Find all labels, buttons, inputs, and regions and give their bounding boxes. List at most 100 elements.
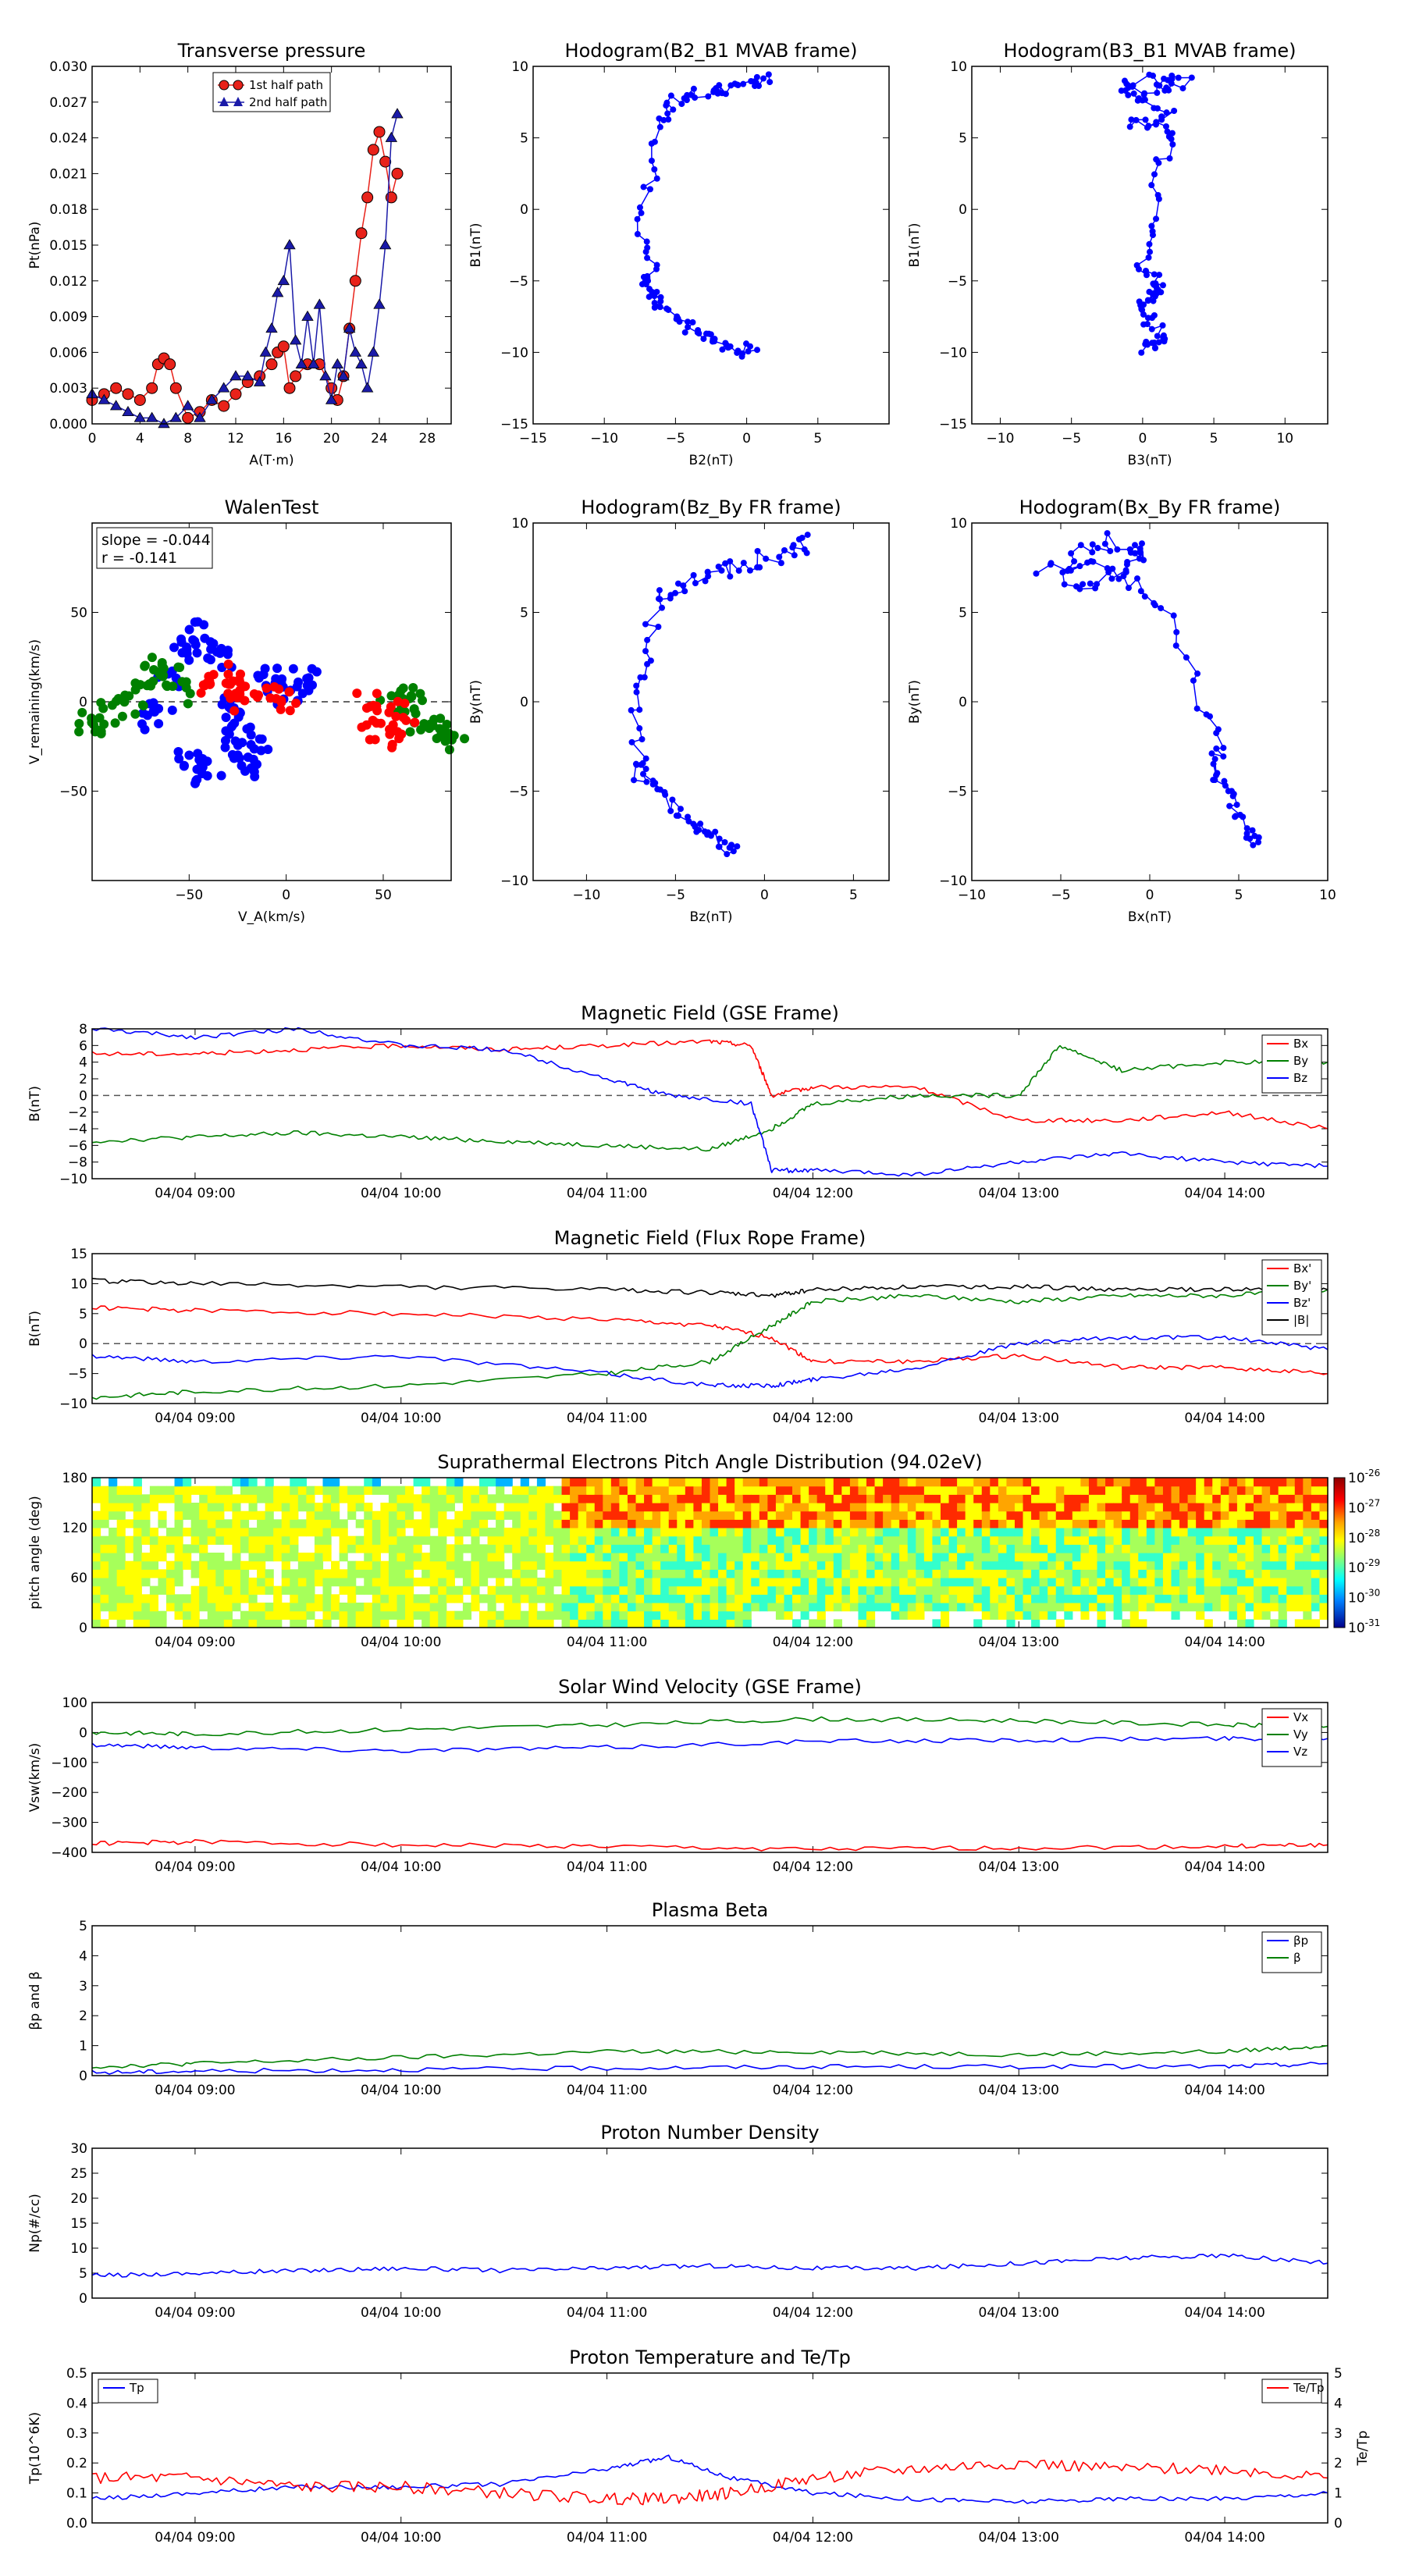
pad-cell bbox=[372, 1603, 381, 1612]
hodo_bzby-point bbox=[801, 546, 808, 553]
pad-cell bbox=[215, 1585, 225, 1595]
pad-cell bbox=[331, 1578, 340, 1587]
pad-cell bbox=[635, 1494, 645, 1503]
pad-cell bbox=[883, 1544, 892, 1553]
pad-cell bbox=[487, 1478, 496, 1487]
pad-cell bbox=[981, 1519, 991, 1528]
walen-point-2 bbox=[365, 735, 375, 745]
pad-cell bbox=[891, 1560, 900, 1570]
pad-cell bbox=[446, 1503, 455, 1512]
pad-cell bbox=[290, 1510, 299, 1520]
pad-cell bbox=[322, 1503, 332, 1512]
pad-cell bbox=[479, 1560, 489, 1570]
pad-cell bbox=[1113, 1610, 1122, 1620]
pad-cell bbox=[479, 1519, 489, 1528]
pad-cell bbox=[487, 1535, 496, 1545]
pad-cell bbox=[322, 1485, 332, 1495]
pad-cell bbox=[594, 1544, 603, 1553]
pad-cell bbox=[816, 1528, 826, 1537]
hodo_bxby-point bbox=[1210, 760, 1217, 767]
pad-cell bbox=[92, 1553, 101, 1562]
vsw-xtick-label: 04/04 13:00 bbox=[979, 1859, 1059, 1875]
pad-cell bbox=[685, 1585, 694, 1595]
pad-cell bbox=[710, 1478, 719, 1487]
pad-cell bbox=[957, 1560, 966, 1570]
pad-cell bbox=[957, 1510, 966, 1520]
pad-cell bbox=[454, 1569, 464, 1578]
pad-cell bbox=[1303, 1619, 1312, 1628]
pad-cell bbox=[685, 1553, 694, 1562]
pad-cell bbox=[1303, 1553, 1312, 1562]
hodo_bxby-point bbox=[1247, 835, 1254, 842]
pad-cell bbox=[232, 1494, 241, 1503]
pad-cell bbox=[223, 1610, 233, 1620]
pad-cell bbox=[735, 1478, 744, 1487]
pt-point-0 bbox=[265, 358, 278, 371]
pt-point-0 bbox=[110, 382, 123, 394]
pad-cell bbox=[981, 1494, 991, 1503]
pad-cell bbox=[397, 1494, 406, 1503]
pad-cell bbox=[998, 1535, 1008, 1545]
pad-cell bbox=[710, 1544, 719, 1553]
pt-xtick-label: 24 bbox=[371, 431, 388, 447]
pad-cell bbox=[891, 1528, 900, 1537]
pad-cell bbox=[619, 1585, 628, 1595]
hodo_bzby-point bbox=[777, 560, 784, 567]
pad-cell bbox=[174, 1478, 183, 1487]
pad-cell bbox=[496, 1578, 505, 1587]
pad-cell bbox=[685, 1485, 694, 1495]
vsw-plot-frame bbox=[91, 1702, 1329, 1853]
pad-cell bbox=[174, 1560, 183, 1570]
pad-cell bbox=[735, 1553, 744, 1562]
bfr-xtick-label: 04/04 12:00 bbox=[773, 1411, 853, 1426]
walen-point-0 bbox=[203, 653, 213, 664]
pad-cell bbox=[1212, 1510, 1222, 1520]
pad-cell bbox=[816, 1585, 826, 1595]
np-xtick-label: 04/04 13:00 bbox=[979, 2305, 1059, 2321]
pad-cell bbox=[891, 1553, 900, 1562]
pad-cell bbox=[1278, 1610, 1287, 1620]
np-xtick-label: 04/04 12:00 bbox=[773, 2305, 853, 2321]
pad-cell bbox=[965, 1510, 974, 1520]
pad-cell bbox=[1055, 1585, 1065, 1595]
pad-cell bbox=[471, 1569, 480, 1578]
pad-cell bbox=[257, 1603, 266, 1612]
pad-cell bbox=[1146, 1578, 1155, 1587]
pad-cell bbox=[570, 1503, 579, 1512]
pad-cell bbox=[174, 1553, 183, 1562]
pad-cell bbox=[149, 1610, 159, 1620]
pad-cell bbox=[660, 1619, 670, 1628]
walen-point-0 bbox=[229, 753, 239, 763]
pad-cell bbox=[372, 1569, 381, 1578]
pad-cell bbox=[1254, 1610, 1263, 1620]
pad-cell bbox=[322, 1528, 332, 1537]
pad-cell bbox=[866, 1528, 876, 1537]
pad-cell bbox=[973, 1569, 983, 1578]
pad-cell bbox=[116, 1485, 126, 1495]
pad-cell bbox=[1212, 1560, 1222, 1570]
pad-cell bbox=[1122, 1510, 1131, 1520]
hodo_bxby-title: Hodogram(Bx_By FR frame) bbox=[1019, 496, 1281, 518]
pad-cell bbox=[1006, 1478, 1016, 1487]
pad-cell bbox=[668, 1578, 678, 1587]
pad-cell bbox=[940, 1510, 950, 1520]
pad-cell bbox=[297, 1610, 307, 1620]
vsw-xtick-label: 04/04 09:00 bbox=[155, 1859, 235, 1875]
walen-point-1 bbox=[443, 728, 454, 738]
hodo_bzby-point bbox=[631, 777, 638, 784]
hodo_b3b1-point bbox=[1159, 322, 1166, 329]
pad-cell bbox=[1097, 1553, 1106, 1562]
pad-cell bbox=[158, 1578, 167, 1587]
pad-cell bbox=[1088, 1519, 1098, 1528]
pad-cell bbox=[1270, 1578, 1279, 1587]
pad-cell bbox=[899, 1560, 909, 1570]
pad-cell bbox=[1270, 1544, 1279, 1553]
walen-point-1 bbox=[185, 688, 195, 699]
pad-cell bbox=[183, 1494, 192, 1503]
pad-cell bbox=[100, 1494, 109, 1503]
pad-cell bbox=[916, 1544, 925, 1553]
pad-cell bbox=[1162, 1510, 1172, 1520]
pad-cell bbox=[932, 1478, 941, 1487]
pad-cell bbox=[512, 1560, 521, 1570]
pad-cell bbox=[380, 1578, 389, 1587]
